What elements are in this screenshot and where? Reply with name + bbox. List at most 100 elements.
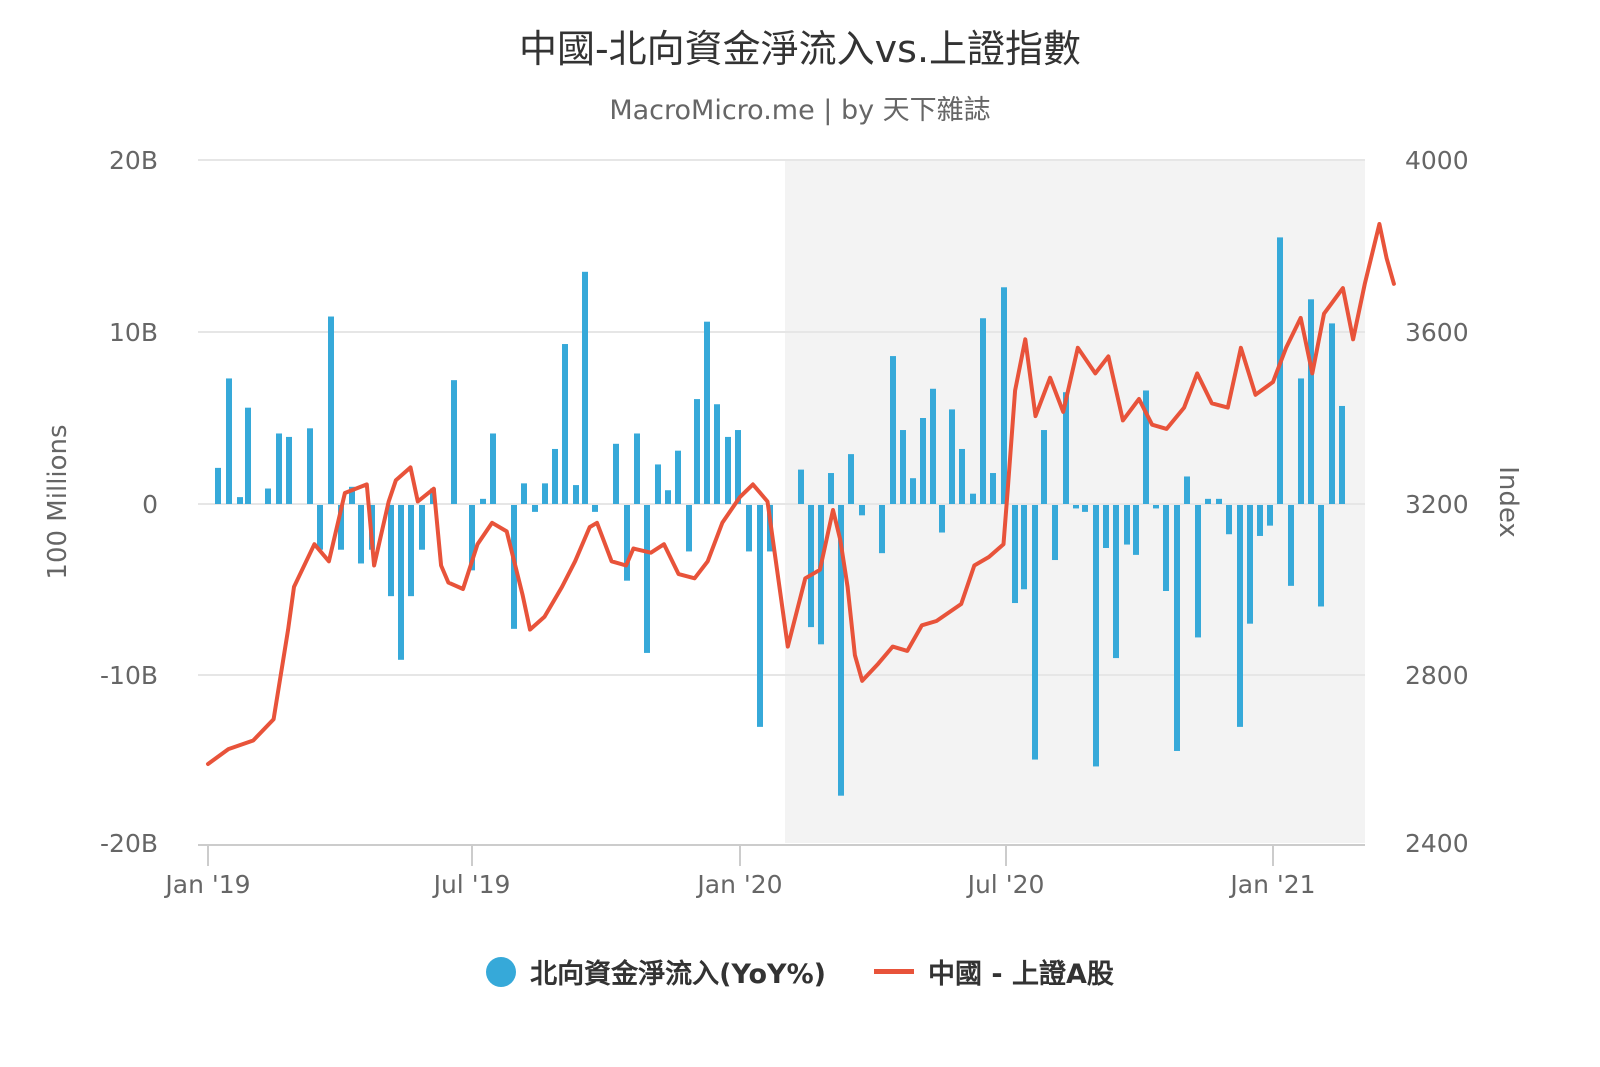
bar bbox=[808, 505, 814, 628]
bar bbox=[746, 505, 752, 552]
bar bbox=[930, 388, 936, 504]
bar bbox=[1113, 505, 1119, 659]
bar bbox=[1001, 287, 1007, 504]
bar bbox=[1339, 405, 1345, 504]
bar bbox=[419, 505, 425, 550]
bar bbox=[757, 505, 763, 727]
bar bbox=[686, 505, 692, 552]
bar bbox=[704, 321, 710, 504]
bar bbox=[1032, 505, 1038, 760]
x-tick: Jul '20 bbox=[966, 870, 1045, 899]
bar bbox=[328, 316, 334, 504]
bar bbox=[848, 454, 854, 504]
bar bbox=[890, 356, 896, 504]
bar bbox=[1288, 505, 1294, 586]
bar bbox=[1298, 378, 1304, 504]
y-right-tick: 2800 bbox=[1405, 661, 1469, 690]
bar bbox=[358, 505, 364, 564]
bar bbox=[451, 380, 457, 504]
bar bbox=[1143, 390, 1149, 504]
bar bbox=[388, 505, 394, 597]
bar bbox=[1267, 505, 1273, 526]
bar bbox=[1329, 323, 1335, 504]
gridlines bbox=[198, 159, 1365, 676]
bar bbox=[573, 485, 579, 504]
bar bbox=[828, 473, 834, 504]
bar bbox=[1093, 505, 1099, 767]
y-right-tick: 2400 bbox=[1405, 829, 1469, 858]
bar bbox=[1124, 505, 1130, 545]
y-left-tick: -10B bbox=[100, 661, 158, 690]
bar bbox=[1226, 505, 1232, 535]
y-right-tick: 3200 bbox=[1405, 490, 1469, 519]
bar bbox=[592, 505, 598, 512]
bar bbox=[665, 490, 671, 504]
bar bbox=[644, 505, 650, 653]
bar bbox=[1153, 505, 1159, 509]
bar bbox=[634, 433, 640, 504]
bar bbox=[939, 505, 945, 533]
bar bbox=[859, 505, 865, 516]
bar bbox=[1205, 498, 1211, 504]
bar bbox=[675, 450, 681, 504]
index-line-series bbox=[206, 222, 1396, 766]
bar bbox=[226, 378, 232, 504]
legend-item-shanghai-index[interactable]: 中國 - 上證A股 bbox=[874, 952, 1114, 991]
bar bbox=[1257, 505, 1263, 536]
bar bbox=[624, 505, 630, 581]
bar bbox=[1174, 505, 1180, 751]
bar bbox=[1308, 299, 1314, 504]
bar bbox=[469, 505, 475, 571]
x-tick: Jan '20 bbox=[695, 870, 782, 899]
circle-marker-icon bbox=[486, 956, 517, 987]
bar-series bbox=[215, 237, 1345, 796]
bar bbox=[552, 448, 558, 504]
bar bbox=[879, 505, 885, 554]
bar bbox=[245, 407, 251, 504]
bar bbox=[970, 493, 976, 504]
bar bbox=[542, 483, 548, 504]
bar bbox=[1247, 505, 1253, 624]
bar bbox=[276, 433, 282, 504]
bar bbox=[725, 436, 731, 504]
bar bbox=[1195, 505, 1201, 638]
bar bbox=[1063, 392, 1069, 504]
bar bbox=[1021, 505, 1027, 590]
bar bbox=[1133, 505, 1139, 555]
line-marker-icon bbox=[874, 969, 914, 974]
chart-title: 中國-北向資金淨流入vs.上證指數 bbox=[518, 27, 1082, 71]
bar bbox=[910, 478, 916, 504]
bar bbox=[694, 399, 700, 504]
x-tick: Jan '21 bbox=[1228, 870, 1315, 899]
y-right-tick: 3600 bbox=[1405, 318, 1469, 347]
legend-label: 中國 - 上證A股 bbox=[928, 959, 1114, 990]
bar bbox=[286, 436, 292, 504]
bar bbox=[920, 418, 926, 504]
y-left-tick: -20B bbox=[100, 829, 158, 858]
y-left-axis-title: 100 Millions bbox=[43, 424, 73, 579]
bar bbox=[1103, 505, 1109, 548]
bar bbox=[1184, 476, 1190, 504]
y-left-tick: 20B bbox=[109, 146, 158, 175]
bar bbox=[237, 497, 243, 504]
bar bbox=[818, 505, 824, 645]
bar bbox=[408, 505, 414, 597]
bar bbox=[1012, 505, 1018, 604]
bar bbox=[307, 428, 313, 504]
bar bbox=[521, 483, 527, 504]
shaded-region bbox=[785, 160, 1365, 843]
bar bbox=[655, 464, 661, 504]
y-right-tick: 4000 bbox=[1405, 146, 1469, 175]
bar bbox=[980, 318, 986, 504]
bar bbox=[490, 433, 496, 504]
bar bbox=[562, 344, 568, 504]
bar bbox=[215, 467, 221, 504]
bar bbox=[317, 505, 323, 550]
bar bbox=[613, 443, 619, 504]
legend-item-northbound-flow[interactable]: 北向資金淨流入(YoY%) bbox=[486, 952, 826, 991]
bar bbox=[398, 505, 404, 660]
legend: 北向資金淨流入(YoY%) 中國 - 上證A股 bbox=[0, 952, 1600, 991]
bar bbox=[990, 473, 996, 504]
chart-subtitle: MacroMicro.me | by 天下雜誌 bbox=[609, 95, 991, 126]
